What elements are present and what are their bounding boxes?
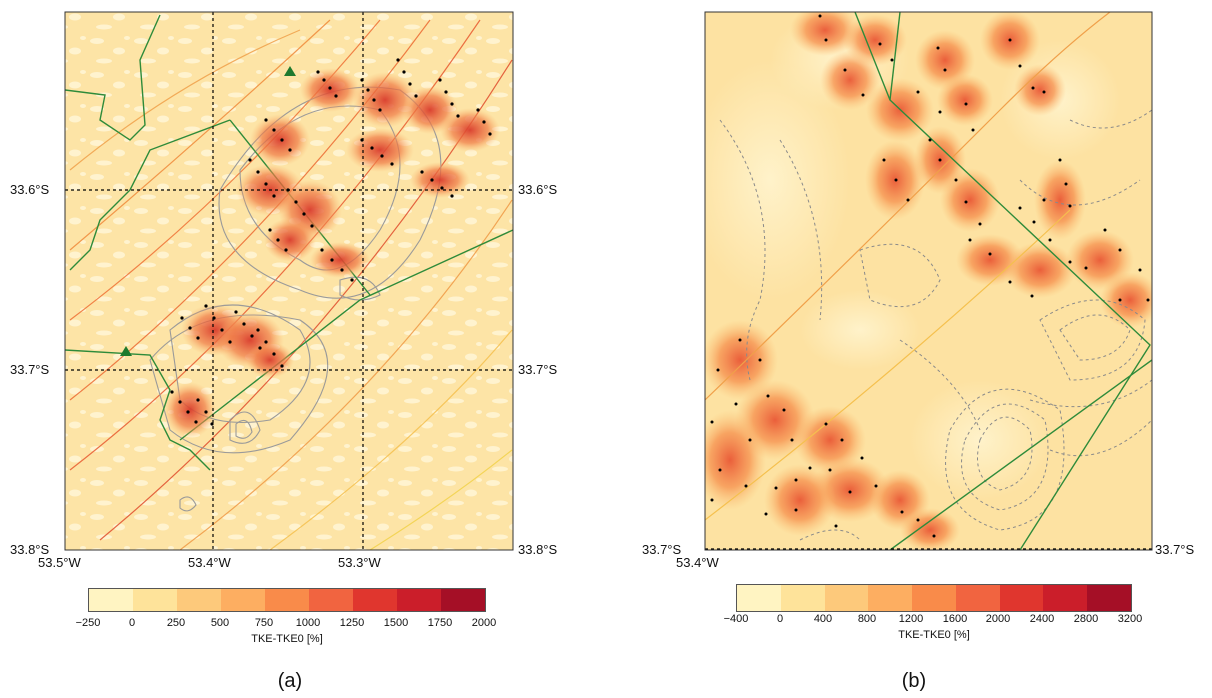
lat-label-right: 33.7°S bbox=[1155, 542, 1195, 557]
colorbar-a-tick: 500 bbox=[210, 617, 230, 629]
colorbar-a-segment bbox=[177, 589, 221, 611]
colorbar-b-segment bbox=[912, 585, 956, 611]
colorbar-a-segment bbox=[441, 589, 485, 611]
colorbar-a-segment bbox=[221, 589, 265, 611]
colorbar-b-tick: 1200 bbox=[898, 613, 924, 625]
colorbar-a bbox=[88, 588, 486, 612]
colorbar-b-tick: 1600 bbox=[942, 613, 968, 625]
colorbar-b-tick: 2800 bbox=[1073, 613, 1099, 625]
colorbar-b-segment bbox=[1043, 585, 1088, 611]
lon-label-3: 53.3°W bbox=[338, 555, 381, 570]
colorbar-b-tick: 400 bbox=[813, 613, 833, 625]
lat-label-right-1: 33.6°S bbox=[518, 182, 558, 197]
colorbar-a-tick: −250 bbox=[75, 617, 101, 629]
lat-label-left-3: 33.8°S bbox=[10, 542, 50, 557]
lat-label-right-2: 33.7°S bbox=[518, 362, 558, 377]
colorbar-b-tick: 2400 bbox=[1029, 613, 1055, 625]
lat-label-left-1: 33.6°S bbox=[10, 182, 50, 197]
colorbar-b-segment bbox=[999, 585, 1044, 611]
colorbar-a-tick: 1000 bbox=[295, 617, 321, 629]
caption-b: (b) bbox=[901, 670, 927, 692]
colorbar-a-tick: 1500 bbox=[383, 617, 409, 629]
colorbar-a-segment bbox=[353, 589, 397, 611]
colorbar-b-tick: 3200 bbox=[1117, 613, 1143, 625]
colorbar-a-title: TKE-TKE0 [%] bbox=[251, 633, 323, 645]
colorbar-b-tick: 800 bbox=[857, 613, 877, 625]
panel-b: 33.7°S 33.7°S 53.4°W −400 0 400 800 1200… bbox=[600, 0, 1212, 698]
colorbar-b-segment bbox=[824, 585, 869, 611]
colorbar-b-tick: 0 bbox=[776, 613, 784, 625]
panel-a: 33.6°S 33.7°S 33.8°S 33.6°S 33.7°S 33.8°… bbox=[0, 0, 600, 698]
colorbar-a-tick: 250 bbox=[166, 617, 186, 629]
colorbar-b-title: TKE-TKE0 [%] bbox=[898, 629, 970, 641]
colorbar-a-tick: 0 bbox=[128, 617, 136, 629]
colorbar-a-tick: 1750 bbox=[427, 617, 453, 629]
colorbar-a-tick: 2000 bbox=[471, 617, 497, 629]
lon-label-2: 53.4°W bbox=[188, 555, 231, 570]
colorbar-a-tick: 750 bbox=[254, 617, 274, 629]
colorbar-a-tick: 1250 bbox=[339, 617, 365, 629]
lon-label: 53.4°W bbox=[676, 555, 719, 570]
lat-label-right-3: 33.8°S bbox=[518, 542, 558, 557]
lat-label-left-2: 33.7°S bbox=[10, 362, 50, 377]
map-b bbox=[704, 11, 1153, 551]
colorbar-a-segment bbox=[133, 589, 177, 611]
colorbar-a-segment bbox=[89, 589, 133, 611]
colorbar-b bbox=[736, 584, 1132, 612]
colorbar-b-segment bbox=[868, 585, 913, 611]
colorbar-a-segment bbox=[309, 589, 353, 611]
colorbar-b-segment bbox=[955, 585, 1000, 611]
colorbar-b-segment bbox=[737, 585, 781, 611]
colorbar-b-tick: 2000 bbox=[985, 613, 1011, 625]
colorbar-a-segment bbox=[397, 589, 441, 611]
colorbar-b-tick: −400 bbox=[723, 613, 749, 625]
caption-a: (a) bbox=[277, 670, 303, 692]
colorbar-b-segment bbox=[780, 585, 825, 611]
colorbar-a-segment bbox=[265, 589, 309, 611]
lon-label-1: 53.5°W bbox=[38, 555, 81, 570]
lat-label-left: 33.7°S bbox=[642, 542, 682, 557]
colorbar-b-segment bbox=[1087, 585, 1132, 611]
map-a bbox=[64, 11, 514, 551]
